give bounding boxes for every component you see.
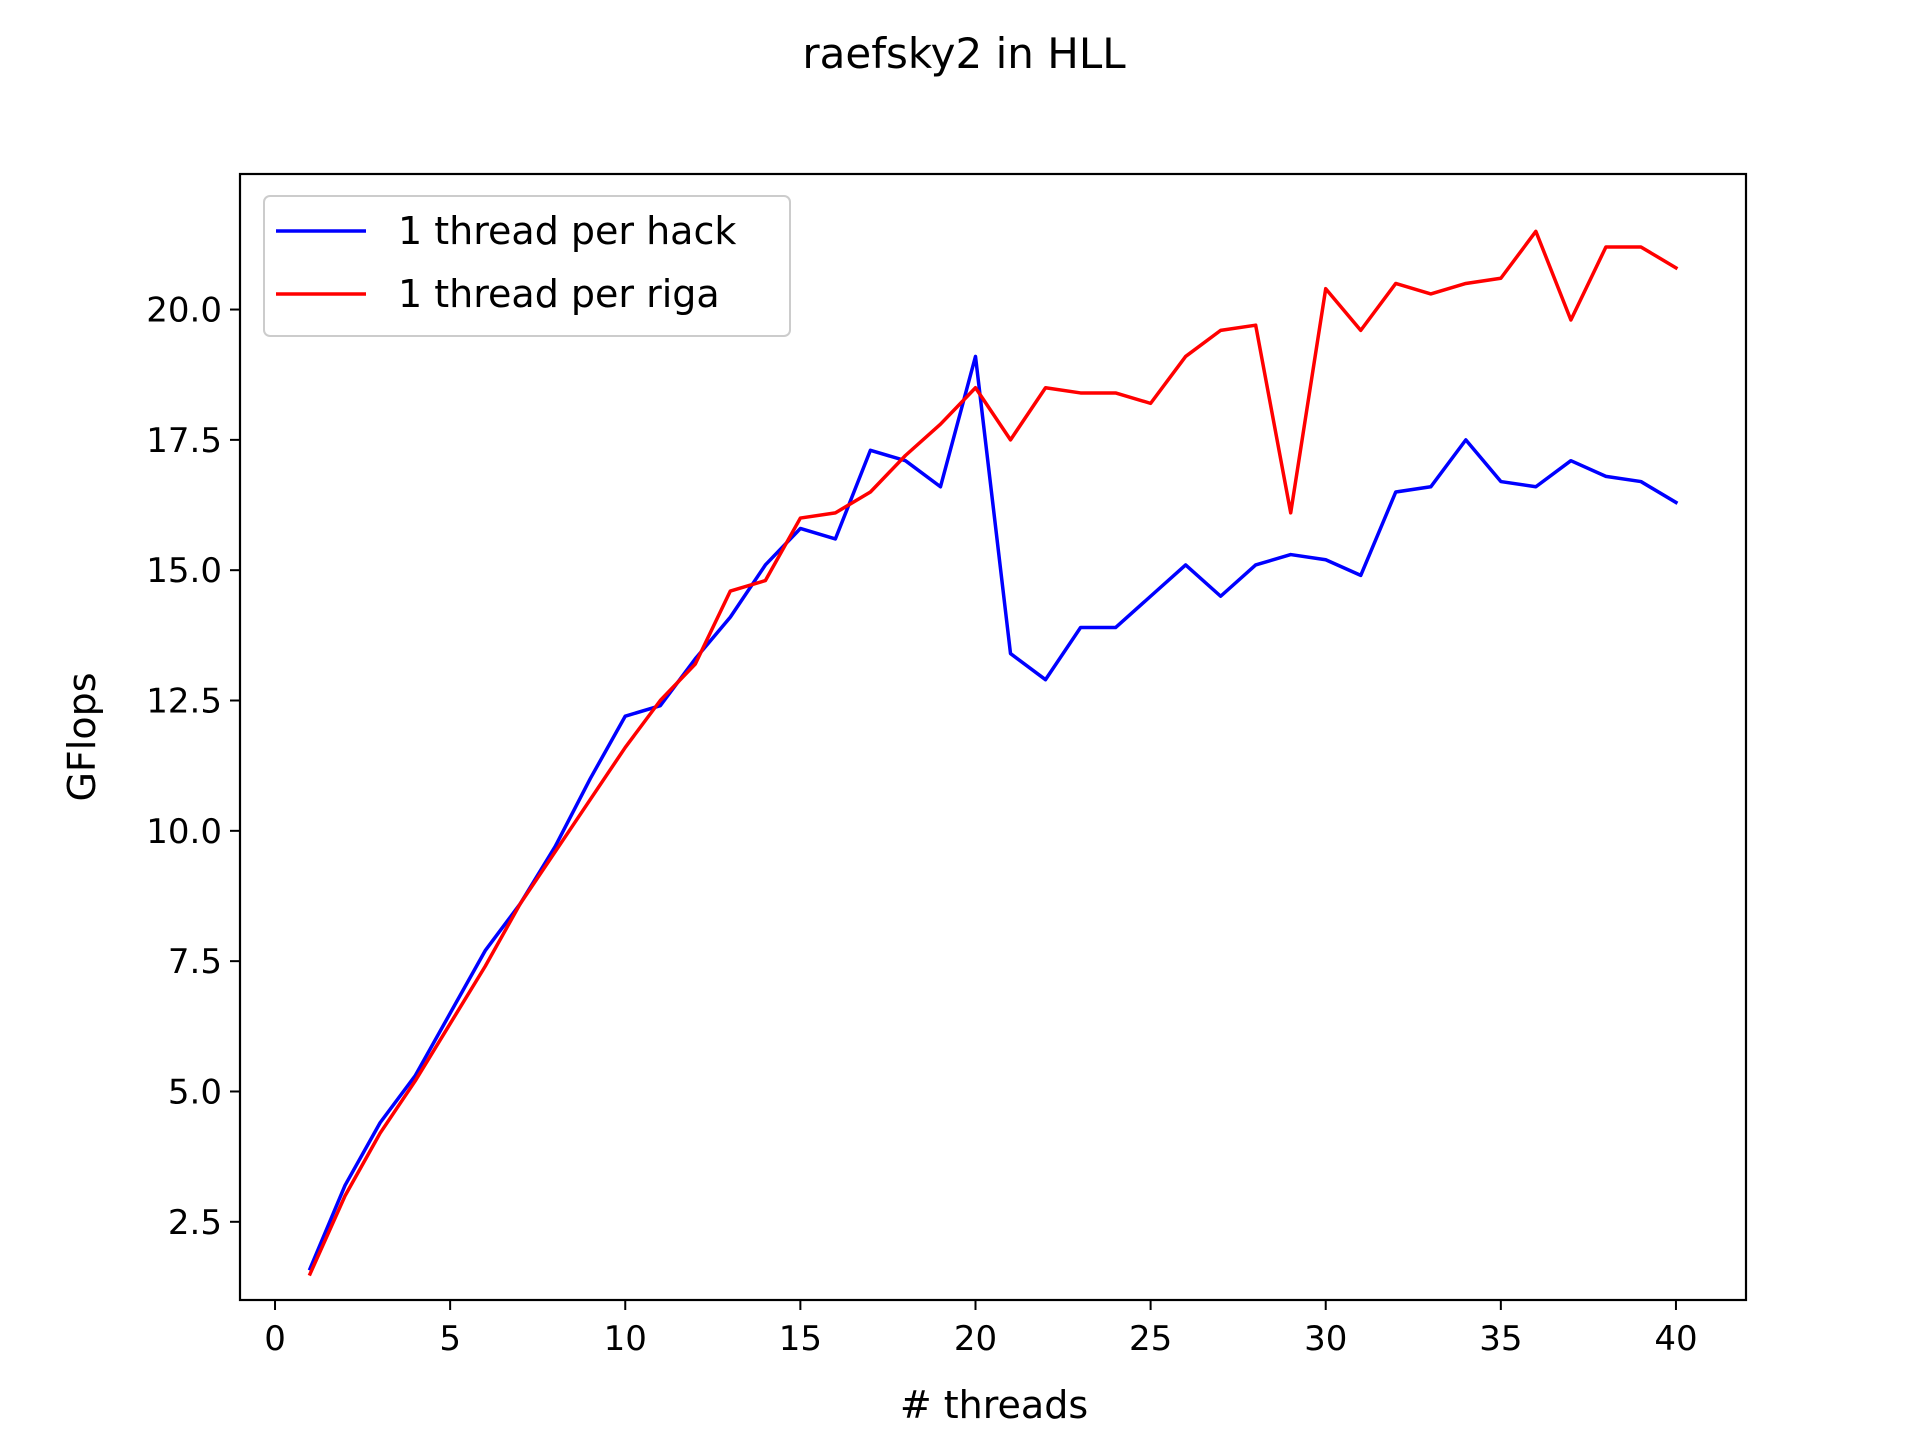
y-tick-label: 5.0 <box>168 1072 222 1112</box>
legend-label-hack: 1 thread per hack <box>398 209 736 253</box>
y-axis-title: GFlops <box>60 672 104 801</box>
series-line-1 <box>307 229 1679 1277</box>
y-tick-label: 17.5 <box>146 421 222 461</box>
x-axis-title: # threads <box>900 1383 1088 1427</box>
legend-box <box>263 195 791 337</box>
x-axis: 0 5 10 15 20 25 30 35 40 <box>264 1300 1698 1359</box>
x-tick-label: 35 <box>1479 1319 1522 1359</box>
legend-label-riga: 1 thread per riga <box>398 272 720 316</box>
x-tick-label: 15 <box>779 1319 822 1359</box>
y-tick-label: 15.0 <box>146 551 222 591</box>
x-tick-label: 25 <box>1129 1319 1172 1359</box>
series-layer <box>307 229 1679 1277</box>
chart-title: raefsky2 in HLL <box>802 29 1126 78</box>
x-tick-label: 20 <box>954 1319 997 1359</box>
y-tick-label: 12.5 <box>146 682 222 722</box>
y-tick-label: 7.5 <box>168 942 222 982</box>
y-tick-label: 10.0 <box>146 812 222 852</box>
legend: 1 thread per hack 1 thread per riga <box>263 195 791 337</box>
x-tick-label: 5 <box>439 1319 461 1359</box>
x-tick-label: 40 <box>1654 1319 1697 1359</box>
y-axis: 2.5 5.0 7.5 10.0 12.5 15.0 17.5 20.0 <box>146 291 240 1243</box>
y-tick-label: 20.0 <box>146 291 222 331</box>
x-tick-label: 0 <box>264 1319 286 1359</box>
x-tick-label: 30 <box>1304 1319 1347 1359</box>
y-tick-label: 2.5 <box>168 1203 222 1243</box>
plot-frame <box>238 172 1748 1302</box>
x-tick-label: 10 <box>604 1319 647 1359</box>
